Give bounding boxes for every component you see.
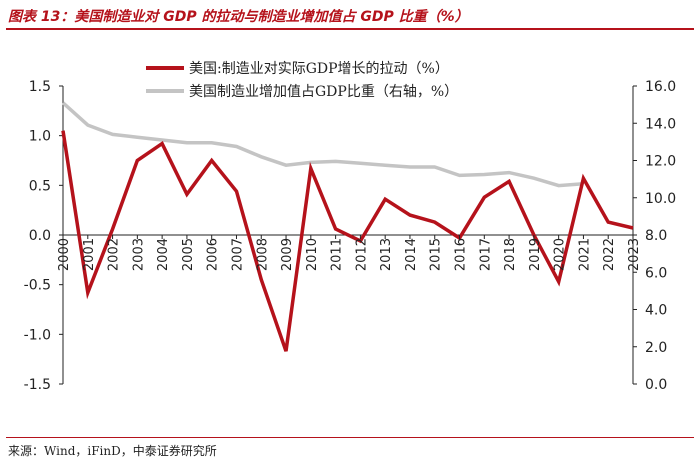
right-y-tick-label: 12.0 [645,154,676,170]
left-y-tick-label: 0.0 [29,228,51,244]
right-y-tick-label: 14.0 [645,116,676,132]
legend-label: 美国制造业增加值占GDP比重（右轴，%） [189,84,458,100]
x-tick-label: 2009 [280,238,295,271]
series-group [61,101,634,352]
x-tick-label: 2022 [602,238,617,271]
right-y-tick-group: 0.0 2.0 4.0 6.0 8.0 10.0 12.0 14.0 16.0 [633,79,676,393]
right-y-tick-label: 16.0 [645,79,676,95]
x-tick-label: 2017 [478,238,493,271]
x-tick-label: 2020 [553,238,568,271]
right-y-tick-label: 6.0 [645,265,667,281]
x-tick-label: 2007 [230,238,245,271]
manufacturing-share-line [61,101,584,188]
left-y-tick-label: -1.0 [24,327,51,343]
legend-label: 美国:制造业对实际GDP增长的拉动（%） [189,61,449,77]
x-tick-label: 2004 [156,238,171,271]
x-tick-label: 2018 [503,238,518,271]
left-y-tick-label: -1.5 [24,377,51,393]
left-y-tick-label: -0.5 [24,278,51,294]
title-divider [6,28,694,30]
x-tick-label: 2013 [379,238,394,271]
footer-divider [6,437,694,438]
right-y-tick-label: 10.0 [645,191,676,207]
x-tick-label: 2002 [107,238,122,271]
x-tick-label: 2000 [57,238,72,271]
manufacturing-gdp-contribution-line [61,130,634,352]
x-tick-group: 2000 2001 2002 2003 2004 2005 2006 2007 2008 2009… [57,235,642,271]
left-y-tick-label: 1.5 [29,79,51,95]
chart-title: 图表 13：美国制造业对 GDP 的拉动与制造业增加值占 GDP 比重（%） [8,9,469,25]
x-tick-label: 2019 [528,238,543,271]
source-note: 来源：Wind，iFinD，中泰证券研究所 [8,444,217,458]
right-y-tick-label: 0.0 [645,377,667,393]
right-y-tick-label: 8.0 [645,228,667,244]
x-tick-label: 2008 [255,238,270,271]
x-tick-label: 2023 [627,238,642,271]
x-tick-label: 2003 [131,238,146,271]
x-tick-label: 2015 [429,238,444,271]
legend: 美国:制造业对实际GDP增长的拉动（%） 美国制造业增加值占GDP比重（右轴，%） [146,61,458,100]
left-y-tick-group: -1.5 -1.0 -0.5 0.0 0.5 1.0 1.5 [24,79,63,393]
x-tick-label: 2006 [206,238,221,271]
left-y-tick-label: 0.5 [29,178,51,194]
x-tick-label: 2011 [330,238,345,271]
left-y-tick-label: 1.0 [29,129,51,145]
x-tick-label: 2021 [577,238,592,271]
x-tick-label: 2014 [404,238,419,271]
x-tick-label: 2016 [454,238,469,271]
x-tick-label: 2005 [181,238,196,271]
x-tick-label: 2001 [82,238,97,271]
right-y-tick-label: 4.0 [645,303,667,319]
x-tick-label: 2010 [305,238,320,271]
x-tick-label: 2012 [354,238,369,271]
right-y-tick-label: 2.0 [645,340,667,356]
